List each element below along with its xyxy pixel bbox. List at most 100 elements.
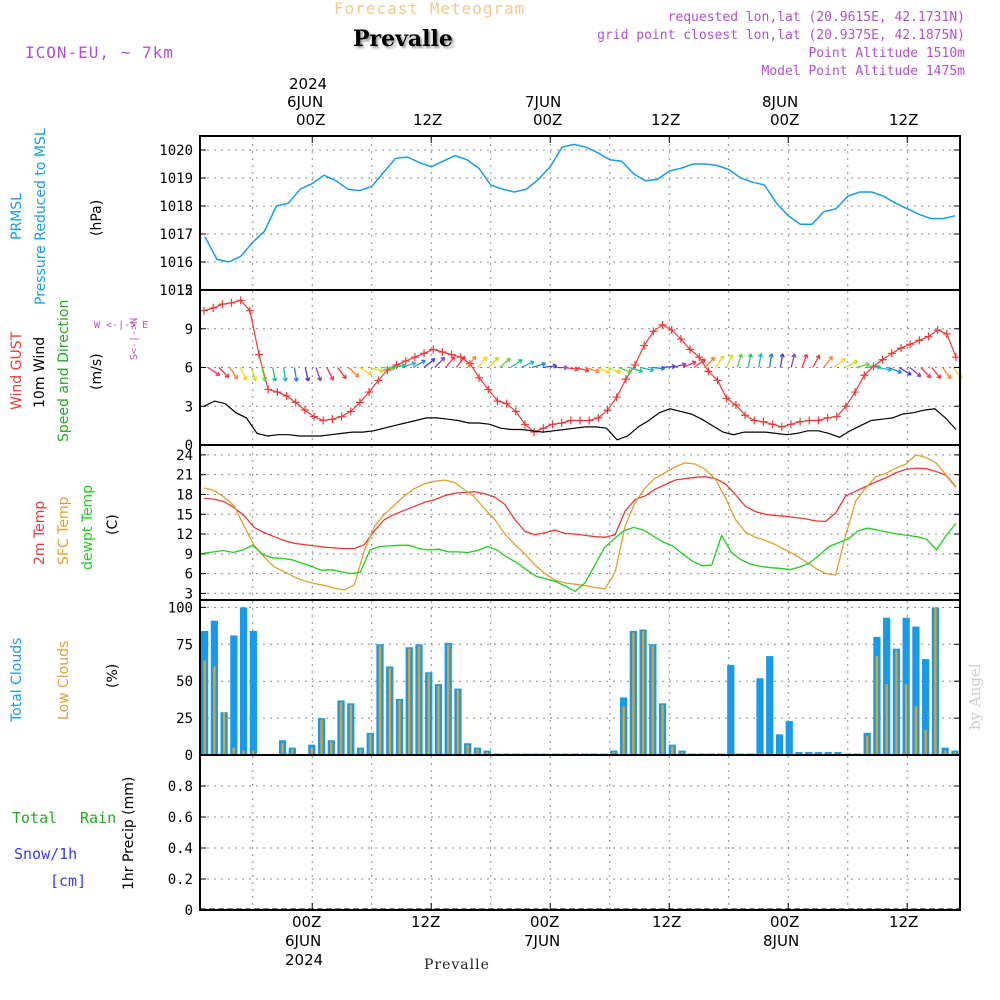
gust-marker: [832, 412, 841, 421]
wind-arrow: [941, 367, 952, 380]
grid-point-coords: grid point closest lon,lat (20.9375E, 42…: [597, 28, 965, 43]
y-tick-label: 0: [185, 903, 193, 919]
low-cloud-bar: [934, 607, 937, 755]
wind-arrow: [207, 366, 220, 376]
y-tick-label: 0: [185, 748, 193, 764]
wind-arrow: [337, 367, 347, 380]
wind-arrow: [380, 366, 395, 370]
low-cloud-bar: [320, 719, 323, 755]
y-tick-label: 0.4: [168, 841, 193, 857]
gust-marker: [612, 393, 621, 402]
gust-marker: [649, 327, 658, 336]
wind-arrow-head: [897, 369, 902, 374]
low-cloud-bar: [632, 632, 635, 755]
top-hour-1: 12Z: [413, 111, 443, 129]
gust-marker: [722, 394, 731, 403]
wind-arrow: [326, 367, 334, 381]
dewpoint-line: [203, 523, 957, 593]
gust-marker: [273, 388, 282, 397]
wind-arrow-head: [518, 359, 523, 364]
gust-marker: [759, 417, 768, 426]
wind-arrow: [423, 358, 436, 369]
wind-arrow: [347, 367, 360, 378]
gust-marker: [255, 350, 264, 359]
wind-arrow: [661, 365, 676, 369]
gust-marker: [502, 399, 511, 408]
wind-arrow: [564, 366, 579, 371]
gust-marker: [310, 412, 319, 421]
bottom-date-6jun: 6JUN: [285, 932, 322, 950]
wind-arrow-head: [317, 376, 323, 382]
total-cloud-bar: [239, 607, 248, 755]
low-cloud-bar: [895, 650, 898, 755]
wind-arrow: [888, 366, 902, 374]
station-title: Prevalle: [353, 26, 453, 52]
wind-arrow-head: [747, 353, 753, 358]
wind-arrow: [542, 364, 557, 369]
y-tick-label: 1017: [159, 227, 193, 243]
panel-frame-temp: [199, 444, 961, 601]
gust-marker: [346, 407, 355, 416]
wind-arrow: [499, 357, 511, 368]
wind-arrow: [488, 356, 499, 368]
wind-arrow-head: [828, 355, 833, 361]
wind-arrow-head: [605, 369, 611, 374]
low-cloud-bar: [904, 684, 908, 755]
gust-marker: [594, 413, 603, 422]
y-tick-label: 21: [176, 468, 193, 484]
wind-arrow: [855, 363, 870, 369]
wind-arrow: [704, 356, 715, 368]
gust-marker: [640, 341, 649, 350]
y-tick-label: 1015: [159, 283, 193, 299]
wind-arrow: [779, 353, 784, 368]
gust-marker: [576, 416, 584, 425]
wind-arrow-head: [411, 361, 417, 367]
gust-marker: [704, 367, 713, 376]
wind-arrow-head: [450, 356, 456, 361]
low-cloud-bar: [388, 667, 391, 755]
gust-marker: [896, 344, 905, 353]
wind-arrow: [250, 367, 257, 381]
total-cloud-bar: [922, 659, 930, 755]
gust-marker: [291, 398, 300, 407]
gust-marker: [750, 416, 759, 425]
total-cloud-bar: [912, 626, 920, 755]
model-point-altitude: Model Point Altitude 1475m: [761, 64, 966, 79]
wind-arrow-head: [342, 374, 347, 380]
y-tick-label: 0.8: [168, 779, 193, 795]
requested-coords: requested lon,lat (20.9615E, 42.1731N): [667, 10, 965, 25]
wind-arrow: [898, 366, 912, 376]
wind-arrow-head: [616, 369, 622, 375]
wind-arrow-head: [460, 355, 466, 361]
wind-arrow-head: [595, 368, 600, 374]
wind-arrow: [218, 367, 230, 378]
gust-marker: [796, 417, 805, 426]
wind-arrow: [618, 366, 632, 374]
bottom-date-7jun: 7JUN: [524, 932, 561, 950]
gust-marker: [374, 376, 383, 385]
low-cloud-bar: [865, 735, 869, 755]
wind-arrow-head: [701, 358, 706, 364]
gust-marker: [438, 348, 447, 356]
y-tick-label: 1016: [159, 255, 193, 271]
gust-marker: [493, 397, 502, 406]
wind-arrow: [575, 366, 589, 372]
low-cloud-bar: [378, 645, 382, 755]
wind-arrow-head: [233, 374, 239, 380]
bottom-date-8jun: 8JUN: [763, 932, 800, 950]
low-cloud-bar: [369, 734, 372, 755]
wind-arrow: [931, 367, 941, 379]
y-tick-label: 0: [185, 438, 193, 454]
gust-marker: [484, 385, 493, 394]
wind-arrow-head: [584, 367, 590, 373]
wind-arrow-head: [272, 377, 278, 382]
total-rain-label: Total: [12, 809, 58, 827]
wind-arrow: [920, 367, 931, 379]
y-tick-label: 1018: [159, 199, 193, 215]
low-cloud-bar: [680, 752, 684, 755]
gust-marker: [429, 345, 438, 354]
wind-arrow: [510, 359, 523, 369]
low-cloud-bar: [281, 743, 284, 755]
wind-arrow: [629, 366, 643, 373]
